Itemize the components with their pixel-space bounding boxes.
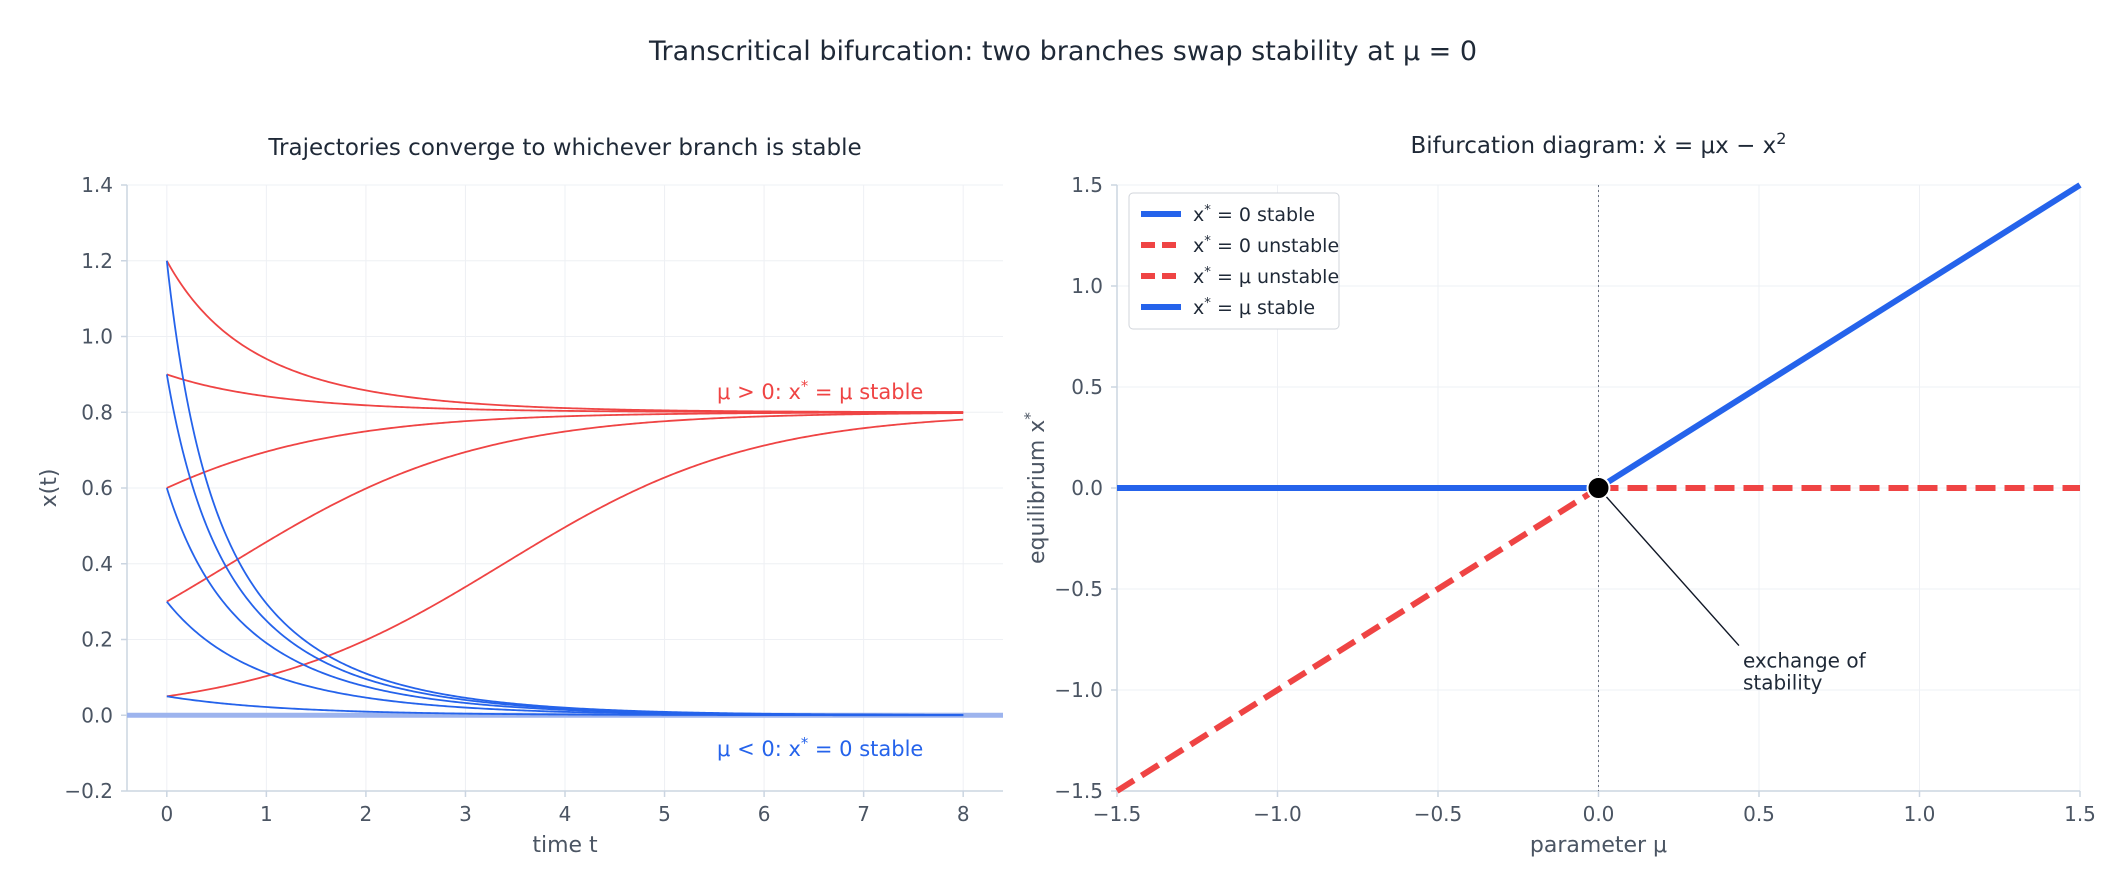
left-xtick-label: 3 (459, 802, 472, 826)
legend-label-3-part-0: x (1193, 297, 1204, 319)
right-ytick-label: 0.5 (1071, 375, 1103, 399)
legend-label-1-part-2: = 0 unstable (1211, 235, 1339, 257)
left-xtick-label: 2 (360, 802, 373, 826)
left-annotation-negative-mu-part-2: = 0 stable (808, 737, 923, 761)
left-panel-title: Trajectories converge to whichever branc… (267, 135, 861, 161)
left-ytick-label: 0.2 (81, 628, 113, 652)
legend-label-1-part-0: x (1193, 235, 1204, 257)
right-ylabel-part-0: equilibrium x (1025, 420, 1050, 564)
legend-label-3-part-1: * (1204, 296, 1211, 311)
right-panel-title-part-0: Bifurcation diagram: ẋ = μx − x (1410, 133, 1776, 159)
right-ytick-label: 0.0 (1071, 476, 1103, 500)
left-ytick-label: −0.2 (64, 779, 113, 803)
right-xtick-label: −0.5 (1414, 802, 1463, 826)
right-panel-title-part-1: 2 (1776, 129, 1786, 148)
right-ytick-label: −1.5 (1054, 779, 1103, 803)
left-xtick-label: 4 (559, 802, 572, 826)
legend-label-3: x* = μ stable (1193, 296, 1315, 320)
legend-label-2-part-2: = μ unstable (1211, 266, 1339, 288)
right-ytick-label: 1.5 (1071, 173, 1103, 197)
left-xtick-label: 0 (160, 802, 173, 826)
left-ytick-label: 0.0 (81, 703, 113, 727)
left-ylabel: x(t) (37, 469, 62, 508)
legend-label-2-part-0: x (1193, 266, 1204, 288)
legend-label-0: x* = 0 stable (1193, 203, 1315, 227)
legend-label-2: x* = μ unstable (1193, 265, 1339, 289)
exchange-annotation-line-1: stability (1743, 671, 1823, 695)
legend-label-1: x* = 0 unstable (1193, 234, 1339, 258)
left-xtick-label: 7 (857, 802, 870, 826)
right-xtick-label: 1.5 (2064, 802, 2096, 826)
right-xtick-label: −1.5 (1093, 802, 1142, 826)
left-ytick-label: 1.2 (81, 249, 113, 273)
left-ytick-label: 0.6 (81, 476, 113, 500)
right-xtick-label: −1.0 (1253, 802, 1302, 826)
exchange-arrow (1597, 487, 1740, 647)
left-xtick-label: 6 (758, 802, 771, 826)
bifurcation-point (1586, 476, 1611, 500)
right-xtick-label: 1.0 (1904, 802, 1936, 826)
legend-label-2-part-1: * (1204, 265, 1211, 280)
right-ylabel-part-1: * (1021, 412, 1039, 420)
left-ytick-label: 0.8 (81, 400, 113, 424)
left-annotation-negative-mu-part-1: * (801, 735, 808, 752)
right-legend (1128, 192, 1340, 330)
left-xlabel: time t (532, 833, 598, 858)
legend-label-0-part-0: x (1193, 204, 1204, 226)
left-annotation-positive-mu-part-1: * (801, 377, 808, 394)
legend-label-1-part-1: * (1204, 234, 1211, 249)
right-xtick-label: 0.0 (1583, 802, 1615, 826)
branch-3 (1596, 182, 2082, 491)
right-panel-title: Bifurcation diagram: ẋ = μx − x2 (1410, 129, 1786, 160)
right-xlabel: parameter μ (1530, 833, 1667, 858)
branch-2 (1115, 485, 1601, 794)
left-annotation-negative-mu: μ < 0: x* = 0 stable (717, 735, 923, 762)
left-xtick-label: 1 (260, 802, 273, 826)
trajectory-mu-pos-3 (166, 412, 964, 603)
legend-label-0-part-1: * (1204, 203, 1211, 218)
left-ytick-label: 1.0 (81, 325, 113, 349)
exchange-annotation-line-0: exchange of (1743, 649, 1867, 673)
left-annotation-positive-mu: μ > 0: x* = μ stable (717, 377, 923, 404)
legend-label-0-part-2: = 0 stable (1211, 204, 1315, 226)
left-xtick-label: 5 (658, 802, 671, 826)
figure-title: Transcritical bifurcation: two branches … (648, 36, 1477, 67)
trajectory-mu-pos-2 (166, 411, 964, 489)
left-annotation-positive-mu-part-0: μ > 0: x (717, 380, 801, 404)
left-xtick-label: 8 (957, 802, 970, 826)
legend-box (1128, 192, 1340, 330)
right-xtick-label: 0.5 (1743, 802, 1775, 826)
left-ytick-label: 0.4 (81, 552, 113, 576)
left-annotation-negative-mu-part-0: μ < 0: x (717, 737, 801, 761)
left-annotation-positive-mu-part-2: = μ stable (808, 380, 923, 404)
left-ytick-label: 1.4 (81, 173, 113, 197)
legend-label-3-part-2: = μ stable (1211, 297, 1315, 319)
right-ytick-label: 1.0 (1071, 274, 1103, 298)
trajectory-mu-pos-4 (166, 418, 964, 698)
right-ytick-label: −0.5 (1054, 577, 1103, 601)
right-ylabel: equilibrium x* (1021, 412, 1050, 564)
right-ytick-label: −1.0 (1054, 678, 1103, 702)
trajectory-mu-neg-4 (166, 695, 964, 717)
